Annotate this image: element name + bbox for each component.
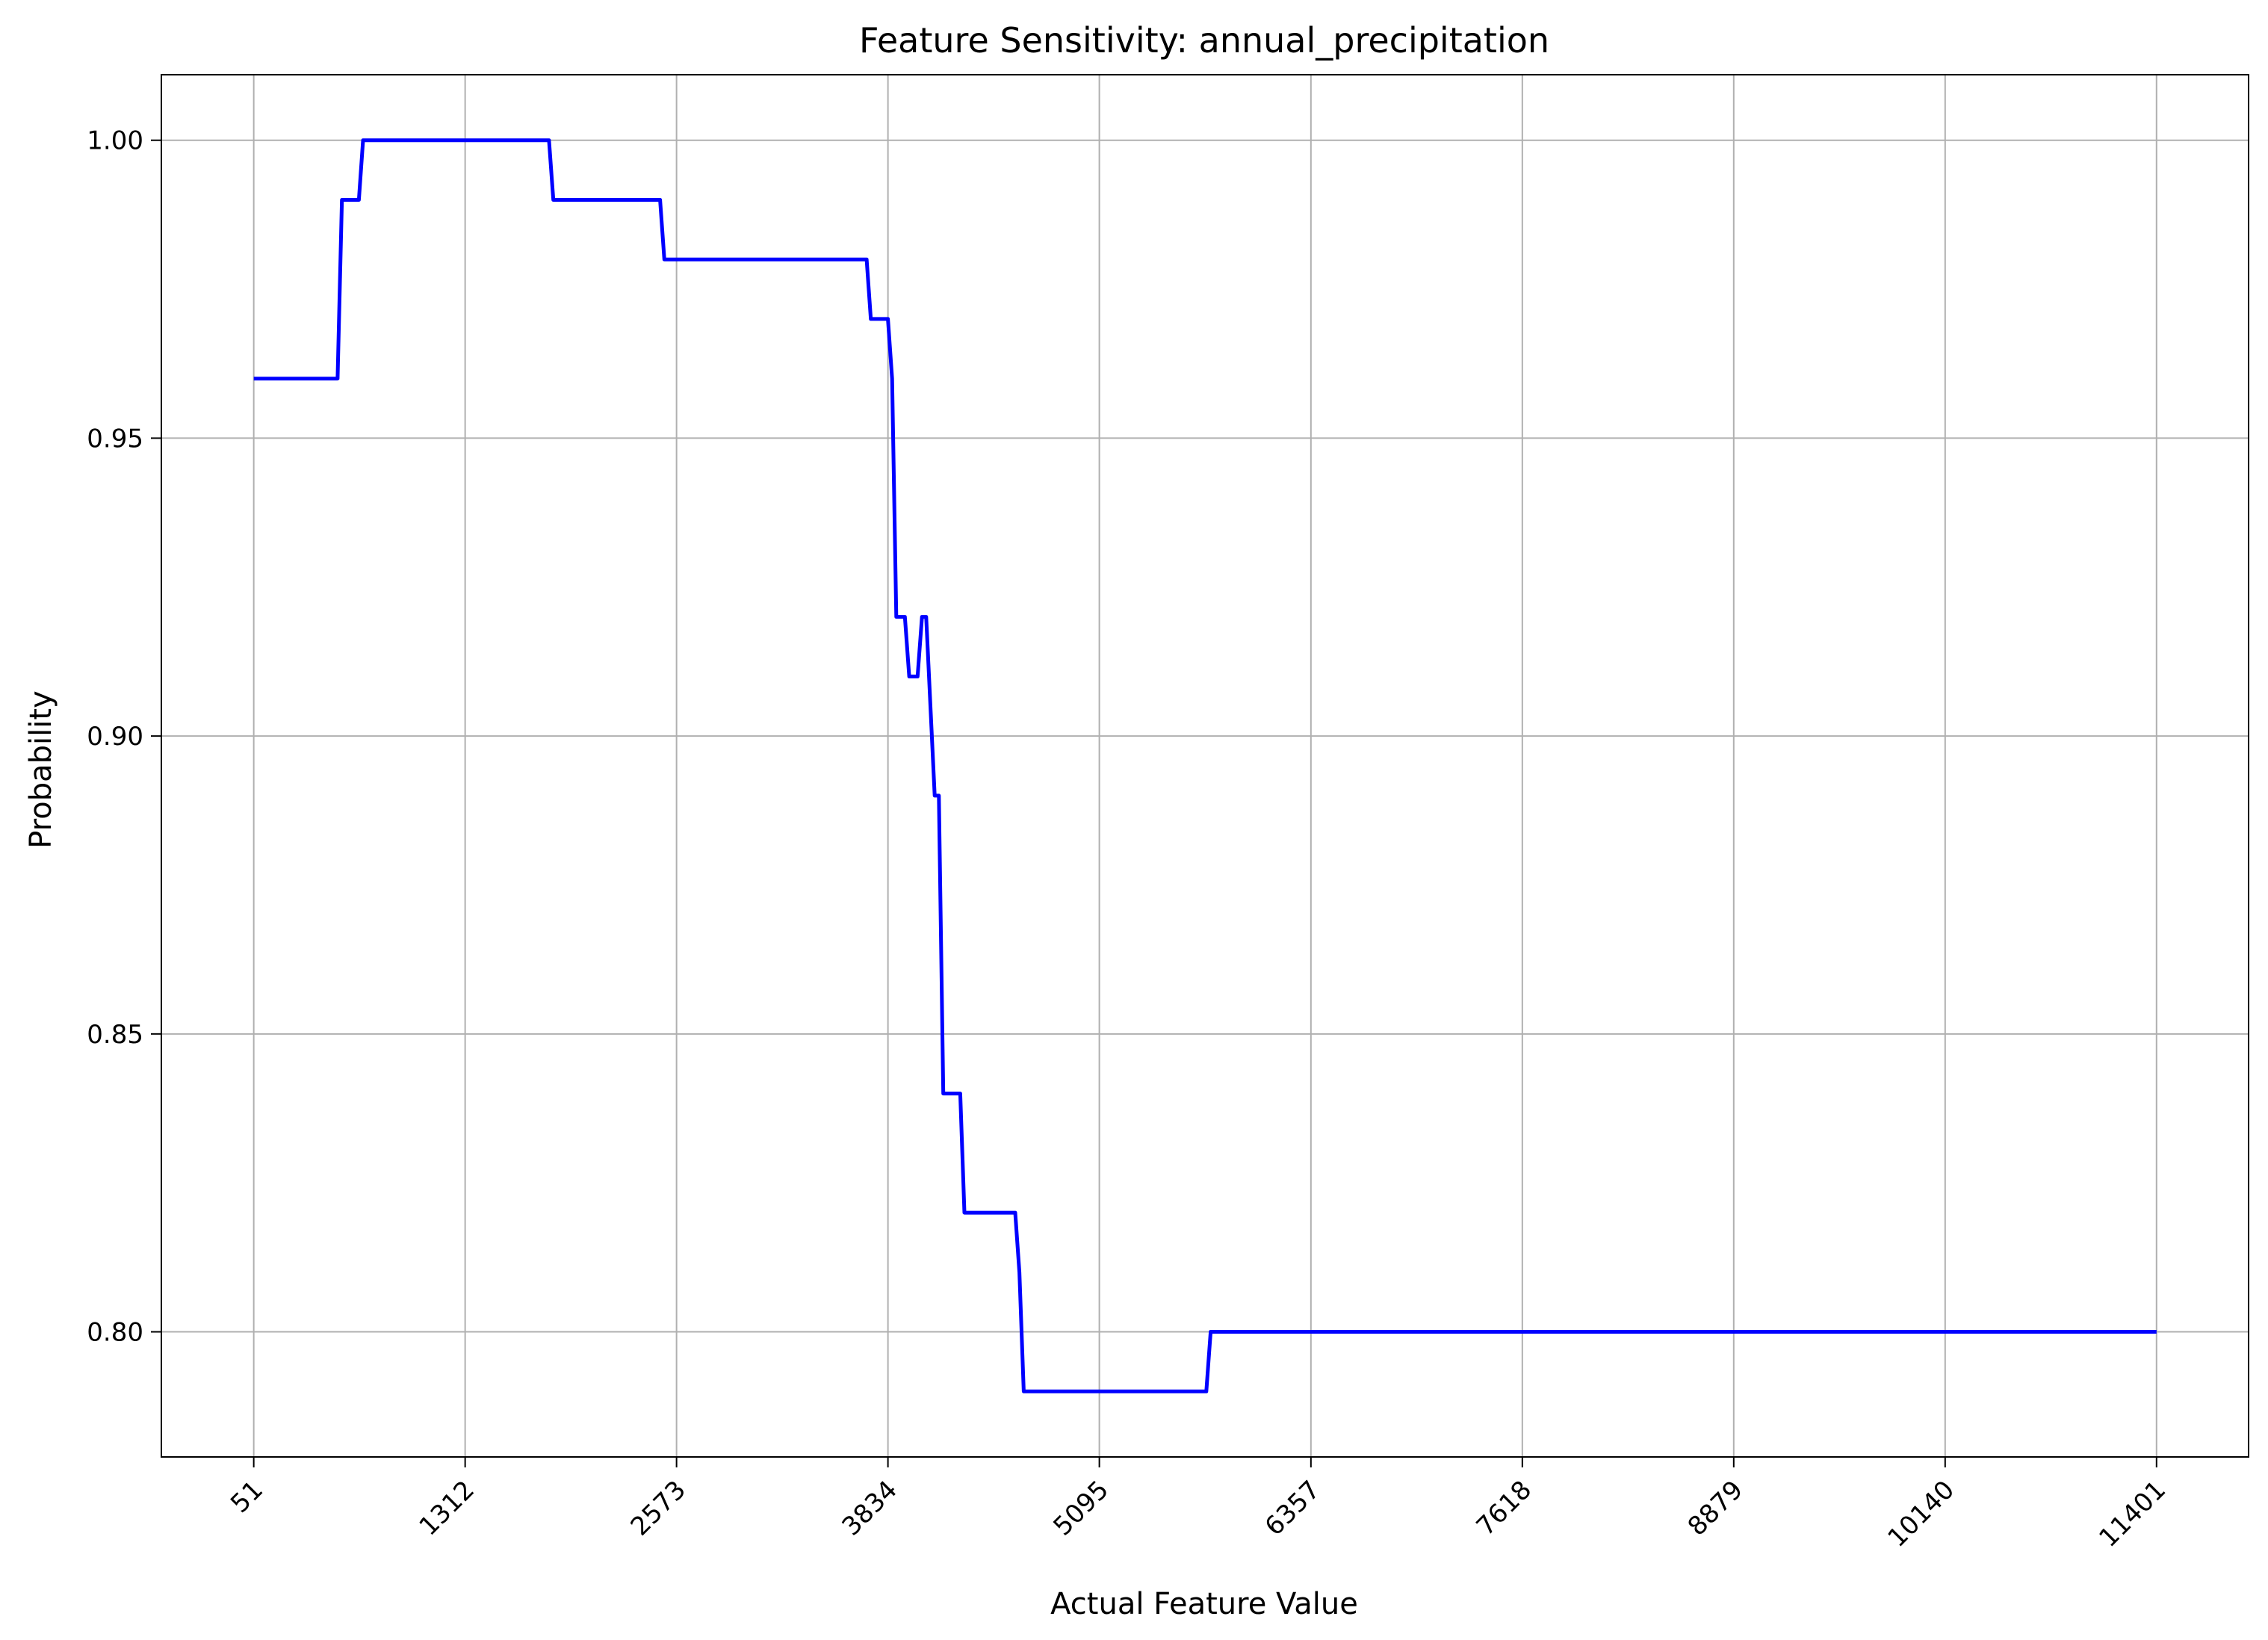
data-line-group [253, 138, 2157, 1393]
y-tick-label: 0.90 [87, 722, 143, 752]
chart-title: Feature Sensitivity: annual_precipitatio… [859, 20, 1549, 61]
probability-line [253, 138, 2157, 1393]
x-axis-label: Actual Feature Value [1050, 1587, 1358, 1621]
y-tick-label: 1.00 [87, 126, 143, 156]
plot-frame [161, 74, 2249, 1458]
y-tick-label: 0.85 [87, 1020, 143, 1050]
y-tick-label: 0.80 [87, 1318, 143, 1348]
y-axis-label: Probability [24, 690, 58, 848]
y-tick-label: 0.95 [87, 424, 143, 454]
y-axis-ticks: 0.80 0.85 0.90 0.95 1.00 [87, 126, 161, 1348]
